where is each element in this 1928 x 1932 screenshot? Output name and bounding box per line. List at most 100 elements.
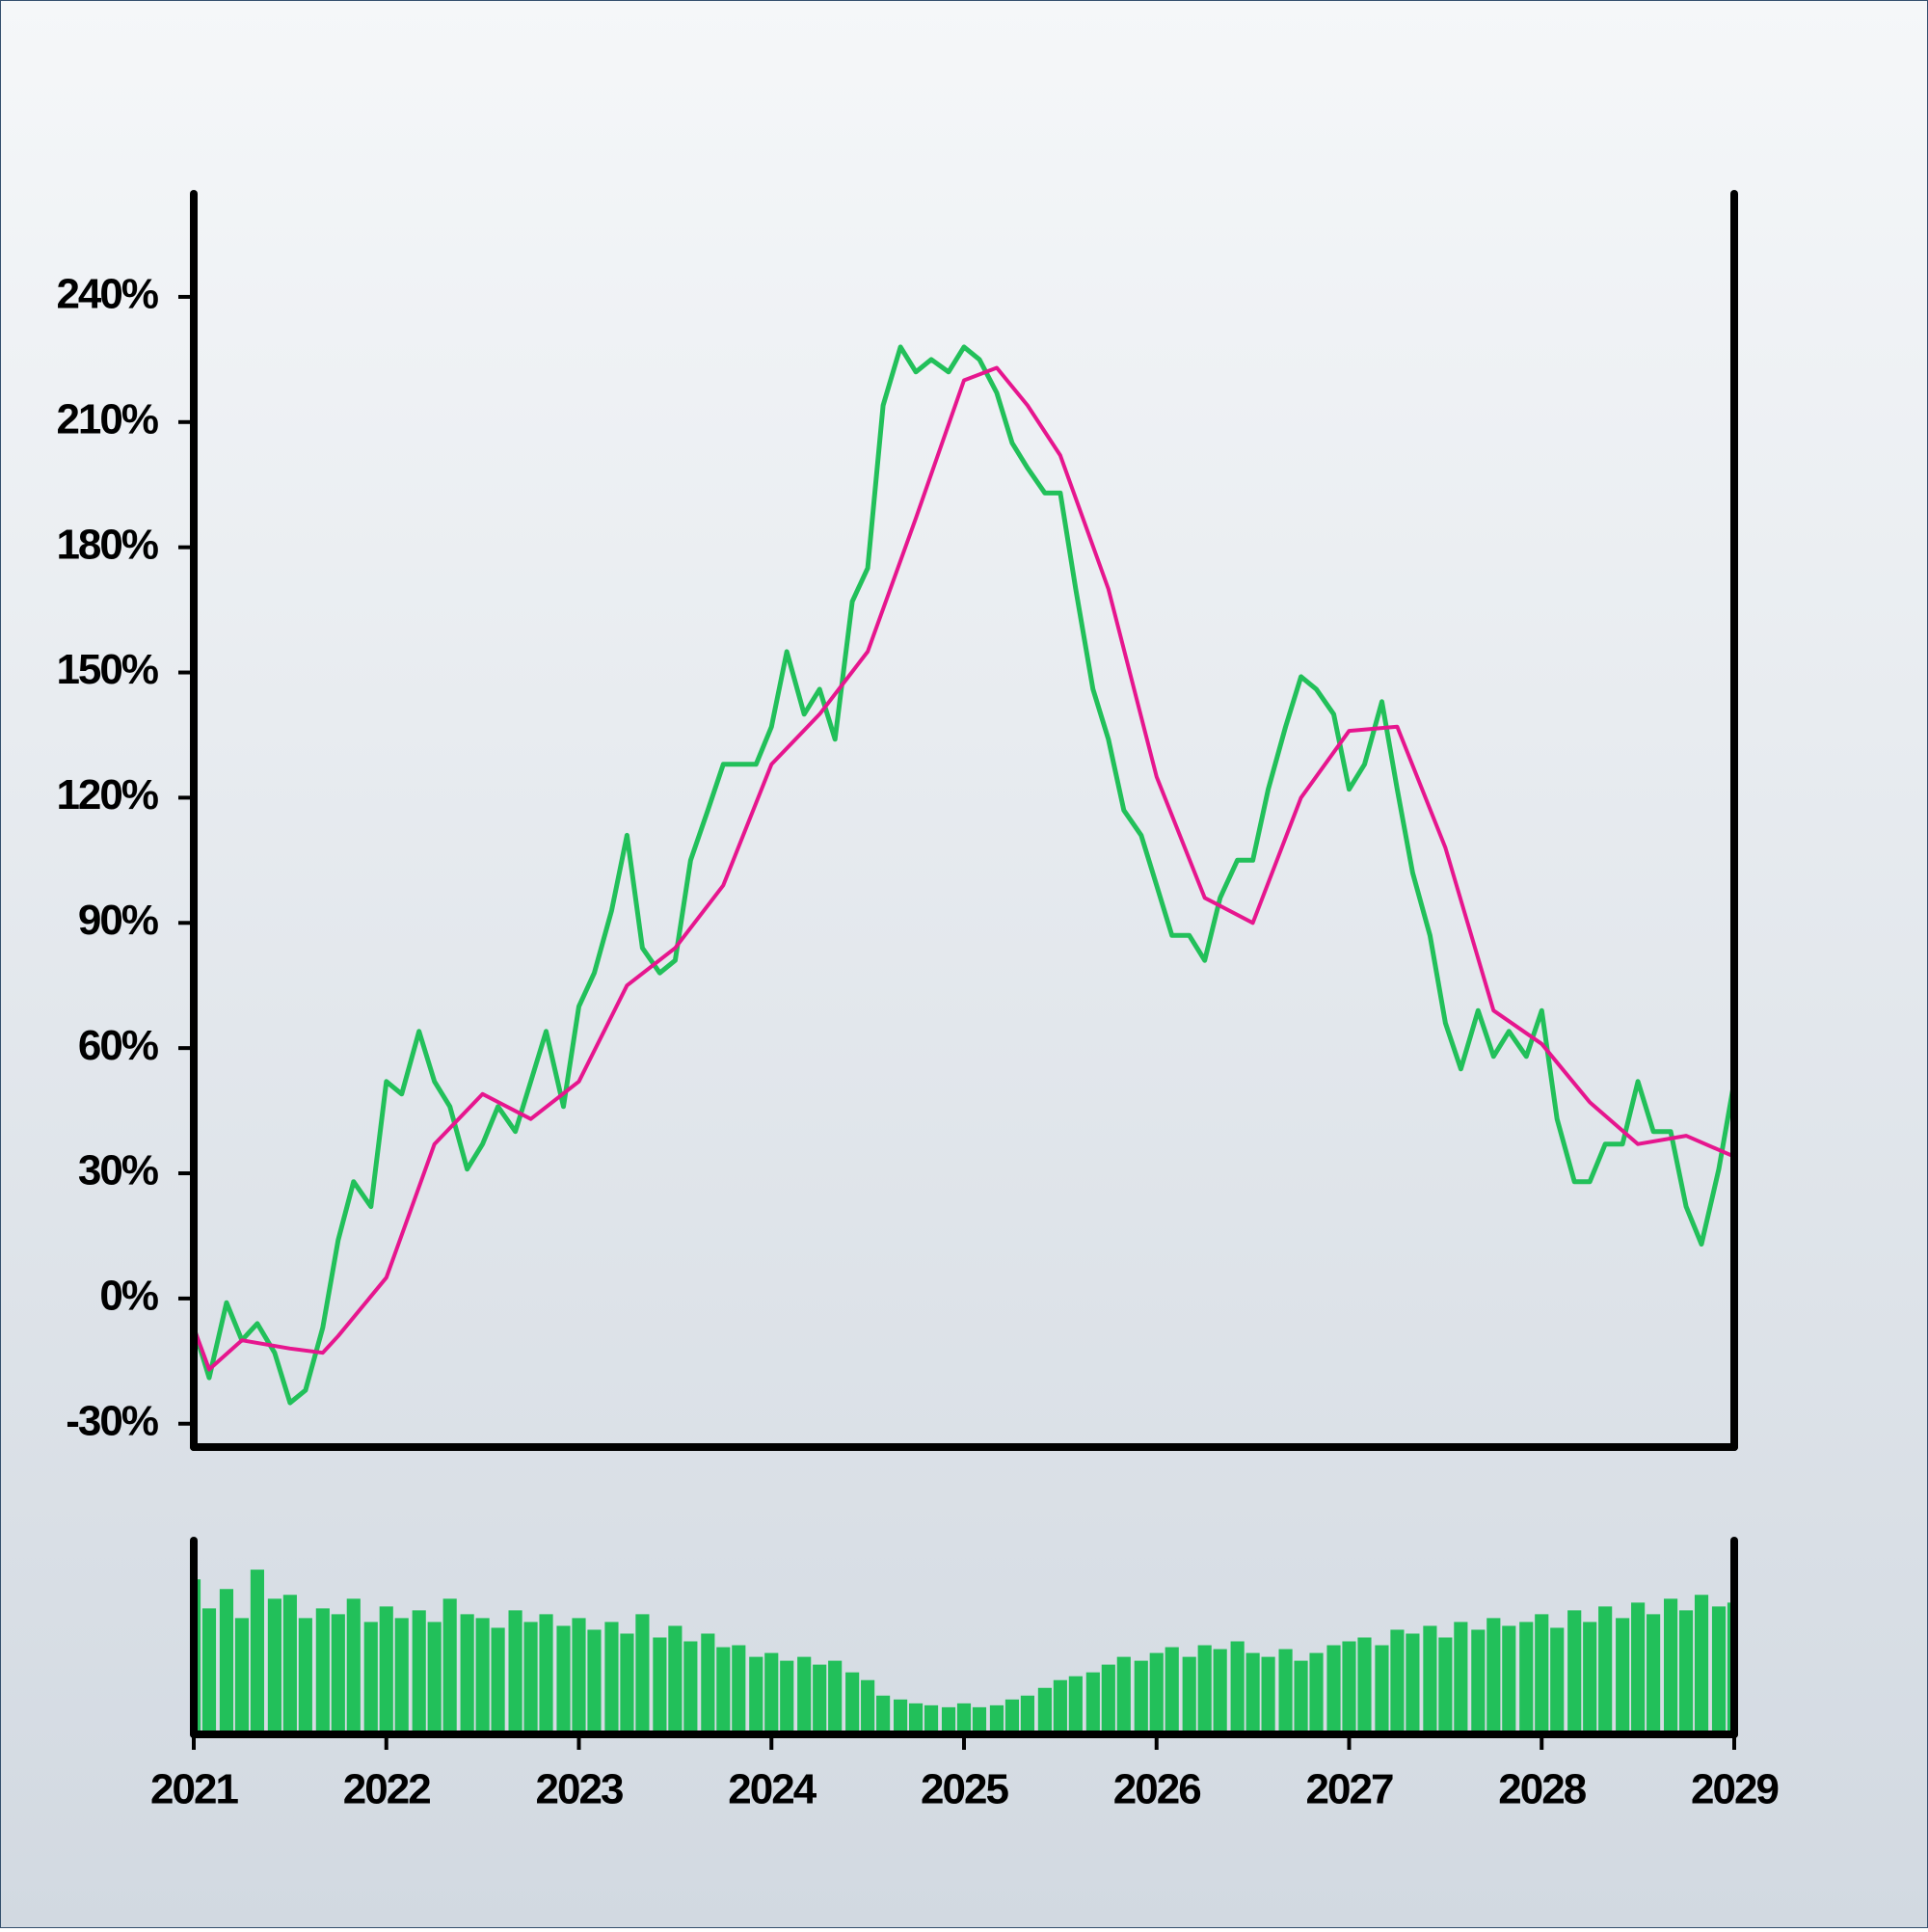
volume-bar <box>1631 1602 1646 1734</box>
volume-bar <box>1149 1652 1164 1734</box>
volume-bar <box>828 1660 843 1734</box>
volume-bar <box>1711 1606 1727 1734</box>
volume-bar <box>620 1633 634 1734</box>
x-tick-label: 2022 <box>343 1766 430 1813</box>
volume-bar <box>1053 1679 1067 1734</box>
volume-bar <box>298 1618 312 1734</box>
volume-bar <box>668 1625 683 1734</box>
volume-bar <box>797 1656 812 1734</box>
volume-bar <box>1182 1656 1196 1734</box>
volume-bar <box>1567 1610 1582 1734</box>
volume-bar <box>1342 1641 1356 1734</box>
volume-bar <box>956 1703 972 1734</box>
volume-bar <box>379 1606 393 1734</box>
volume-bar <box>845 1672 860 1734</box>
volume-bar <box>1261 1656 1275 1734</box>
volume-bar <box>219 1589 234 1734</box>
volume-bar <box>635 1614 650 1734</box>
volume-bar <box>1165 1647 1179 1734</box>
x-tick-label: 2024 <box>728 1766 817 1813</box>
x-tick-label: 2025 <box>921 1766 1008 1813</box>
volume-bar <box>1486 1618 1501 1734</box>
volume-bar <box>813 1664 827 1734</box>
y-tick-label: 210% <box>56 395 157 443</box>
volume-bar <box>1278 1649 1293 1734</box>
volume-bar <box>1678 1610 1694 1734</box>
volume-bar <box>1423 1625 1437 1734</box>
volume-bar <box>1116 1656 1131 1734</box>
volume-bar <box>1664 1598 1678 1734</box>
x-tick-label: 2027 <box>1306 1766 1393 1813</box>
volume-bar <box>201 1608 217 1734</box>
volume-bar <box>234 1618 250 1734</box>
volume-bar <box>764 1652 779 1734</box>
volume-bar <box>861 1679 875 1734</box>
volume-bar <box>653 1637 667 1734</box>
volume-bar <box>1375 1645 1389 1734</box>
y-tick-label: 240% <box>56 271 157 318</box>
volume-bar <box>1519 1622 1534 1734</box>
volume-bar <box>1294 1660 1308 1734</box>
volume-bar <box>1616 1618 1630 1734</box>
volume-bar <box>1438 1637 1453 1734</box>
volume-bar <box>604 1622 619 1734</box>
volume-bar <box>442 1598 457 1734</box>
y-tick-label: 0% <box>99 1273 157 1320</box>
volume-bar <box>780 1660 794 1734</box>
volume-bar <box>587 1629 602 1734</box>
volume-bar <box>1037 1687 1052 1734</box>
volume-bar <box>732 1645 746 1734</box>
volume-bar <box>363 1622 378 1734</box>
volume-bar <box>491 1627 505 1734</box>
volume-bar <box>1101 1664 1115 1734</box>
line-series <box>192 365 1735 1372</box>
volume-bar <box>1020 1695 1034 1734</box>
volume-bar <box>894 1699 908 1734</box>
volume-bar <box>1085 1672 1100 1734</box>
y-tick-label: -30% <box>66 1397 158 1444</box>
volume-bar <box>1502 1625 1516 1734</box>
volume-bar <box>315 1608 330 1734</box>
volume-bar <box>1213 1649 1227 1734</box>
volume-bar <box>716 1647 731 1734</box>
y-tick-label: 180% <box>56 521 157 568</box>
y-tick-label: 60% <box>78 1022 158 1069</box>
volume-bar <box>1197 1645 1212 1734</box>
volume-bar <box>989 1704 1004 1734</box>
volume-bar <box>1406 1633 1420 1734</box>
volume-bar <box>1550 1627 1565 1734</box>
volume-bar <box>1598 1606 1613 1734</box>
volume-bar <box>908 1703 924 1734</box>
volume-bar <box>250 1570 264 1734</box>
volume-bar <box>1309 1652 1324 1734</box>
y-tick-label: 30% <box>78 1147 158 1194</box>
y-tick-label: 150% <box>56 646 157 693</box>
volume-bar <box>941 1706 956 1734</box>
volume-bar <box>1230 1641 1245 1734</box>
x-tick-label: 2023 <box>536 1766 623 1813</box>
volume-bar <box>346 1598 361 1734</box>
volume-bar <box>475 1618 490 1734</box>
line-series <box>191 344 1737 1406</box>
volume-bar <box>1390 1629 1405 1734</box>
volume-bar <box>394 1618 409 1734</box>
volume-bar <box>282 1595 297 1734</box>
volume-bar <box>1535 1614 1549 1734</box>
volume-bar <box>539 1614 553 1734</box>
volume-bar <box>924 1704 939 1734</box>
y-tick-label: 90% <box>78 897 158 944</box>
volume-bar <box>1357 1637 1372 1734</box>
volume-bar <box>1326 1645 1341 1734</box>
volume-bar <box>1694 1595 1709 1734</box>
volume-bar <box>460 1614 474 1734</box>
volume-bar <box>412 1610 426 1734</box>
volume-bar <box>1245 1652 1260 1734</box>
volume-bar <box>572 1618 586 1734</box>
volume-bar <box>1454 1622 1468 1734</box>
volume-bar <box>556 1625 571 1734</box>
volume-bar <box>1068 1676 1083 1734</box>
volume-bar <box>267 1598 281 1734</box>
volume-bar <box>331 1614 345 1734</box>
